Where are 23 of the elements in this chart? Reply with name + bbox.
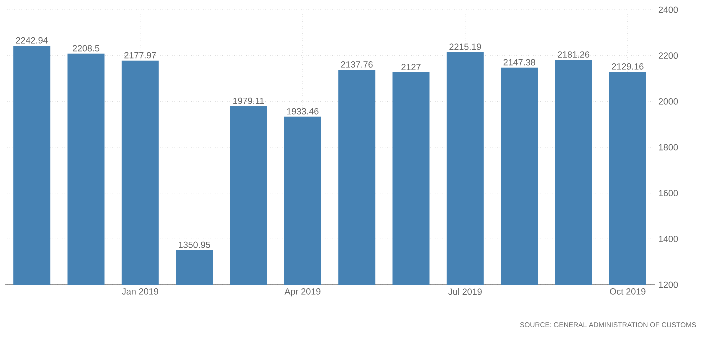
- y-tick-label: 1400: [659, 236, 678, 242]
- x-tick-label: Jul 2019: [448, 288, 482, 296]
- data-label: 2181.26: [558, 52, 590, 58]
- y-tick-label: 1800: [659, 144, 678, 151]
- data-label: 2242.94: [16, 37, 48, 44]
- y-tick-label: 2000: [658, 98, 678, 105]
- y-tick-label: 1200: [659, 282, 678, 288]
- data-label: 1979.11: [234, 98, 264, 104]
- data-label: 2127: [402, 64, 421, 70]
- data-label: 2177.97: [124, 52, 156, 59]
- data-label: 2147.38: [504, 59, 536, 66]
- y-tick-label: 1600: [659, 190, 678, 197]
- y-tick-label: 2400: [658, 6, 678, 14]
- x-tick-label: Oct 2019: [610, 288, 646, 295]
- data-label: 2129.16: [612, 64, 644, 70]
- y-tick-label: 2200: [658, 52, 678, 60]
- data-label: 2215.19: [450, 44, 482, 50]
- data-label: 1350.95: [179, 242, 210, 248]
- data-label: 2208.5: [72, 45, 100, 52]
- x-tick-label: Apr 2019: [284, 288, 321, 297]
- data-label: 1933.46: [287, 108, 319, 115]
- data-label: 2137.76: [341, 62, 373, 68]
- x-tick-label: Jan 2019: [122, 288, 158, 295]
